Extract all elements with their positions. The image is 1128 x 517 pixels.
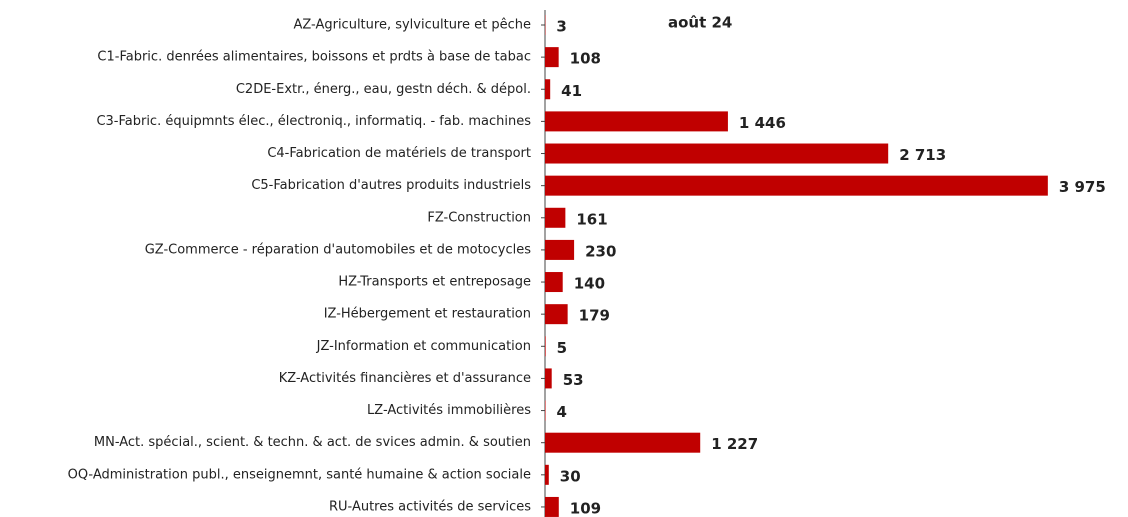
bar [545, 79, 551, 100]
y-tick-label: GZ-Commerce - réparation d'automobiles e… [145, 242, 532, 257]
bar [545, 111, 728, 132]
bar [545, 496, 559, 517]
bar [545, 336, 546, 357]
bar [545, 143, 889, 164]
value-label: 4 [557, 403, 567, 421]
value-label: 3 975 [1059, 178, 1106, 196]
value-label: 3 [556, 18, 566, 36]
y-tick-label: LZ-Activités immobilières [367, 403, 531, 418]
value-label: 230 [585, 242, 616, 260]
y-tick-label: RU-Autres activités de services [329, 499, 531, 514]
chart-title: août 24 [668, 14, 732, 32]
value-label: 2 713 [899, 146, 946, 164]
value-label: 30 [560, 467, 581, 485]
value-label: 140 [574, 275, 605, 293]
bar [545, 400, 546, 421]
bar [545, 432, 701, 453]
bar [545, 304, 568, 325]
value-label: 1 227 [711, 435, 758, 453]
y-tick-label: JZ-Information et communication [316, 339, 531, 354]
value-label: 53 [563, 371, 584, 389]
bar [545, 272, 563, 293]
y-tick-label: C1-Fabric. denrées alimentaires, boisson… [97, 50, 531, 65]
y-tick-label: KZ-Activités financières et d'assurance [279, 371, 531, 386]
y-tick-label: IZ-Hébergement et restauration [324, 307, 531, 322]
y-tick-label: C2DE-Extr., énerg., eau, gestn déch. & d… [236, 82, 531, 97]
value-label: 109 [570, 499, 601, 517]
y-tick-label: FZ-Construction [427, 210, 531, 225]
value-label: 41 [561, 82, 582, 100]
value-label: 108 [570, 50, 601, 68]
y-tick-label: C4-Fabrication de matériels de transport [267, 146, 531, 161]
y-tick-label: HZ-Transports et entreposage [338, 275, 531, 290]
bar [545, 464, 549, 485]
bar [545, 368, 552, 389]
bar [545, 47, 559, 68]
value-label: 5 [557, 339, 567, 357]
y-tick-label: C5-Fabrication d'autres produits industr… [251, 178, 531, 193]
y-tick-label: MN-Act. spécial., scient. & techn. & act… [94, 435, 531, 450]
value-label: 161 [576, 210, 607, 228]
value-label: 1 446 [739, 114, 786, 132]
bar [545, 207, 566, 228]
y-tick-label: OQ-Administration publ., enseignemnt, sa… [68, 467, 531, 482]
y-tick-label: AZ-Agriculture, sylviculture et pêche [293, 18, 531, 33]
value-label: 179 [579, 307, 610, 325]
bar [545, 175, 1048, 196]
bar [545, 239, 575, 260]
y-tick-label: C3-Fabric. équipmnts élec., électroniq.,… [96, 114, 531, 129]
